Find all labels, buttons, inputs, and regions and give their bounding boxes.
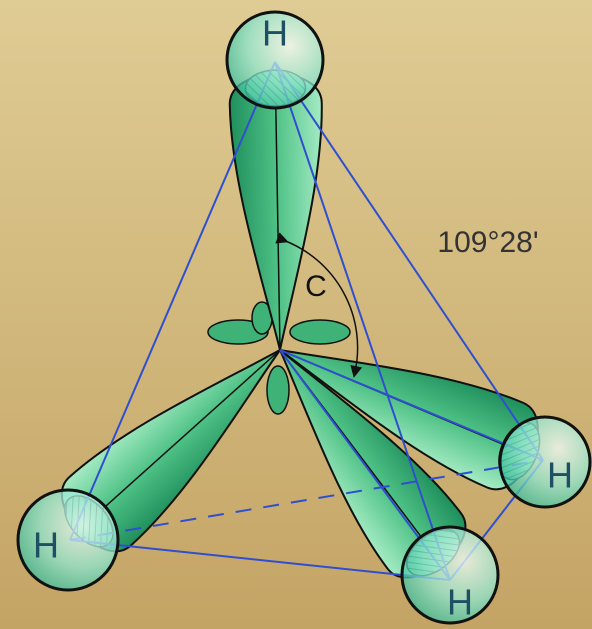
hydrogen-atom xyxy=(500,417,590,507)
carbon-label: C xyxy=(305,270,327,303)
hydrogen-label: H xyxy=(547,455,573,496)
hydrogen-label: H xyxy=(33,525,59,566)
small-lobe xyxy=(267,366,289,414)
small-lobe xyxy=(290,320,350,344)
hydrogen-label: H xyxy=(262,13,288,54)
angle-label: 109°28' xyxy=(437,226,538,259)
methane-diagram: H H H H C 109°28' xyxy=(0,0,592,629)
hydrogen-label: H xyxy=(447,582,473,623)
